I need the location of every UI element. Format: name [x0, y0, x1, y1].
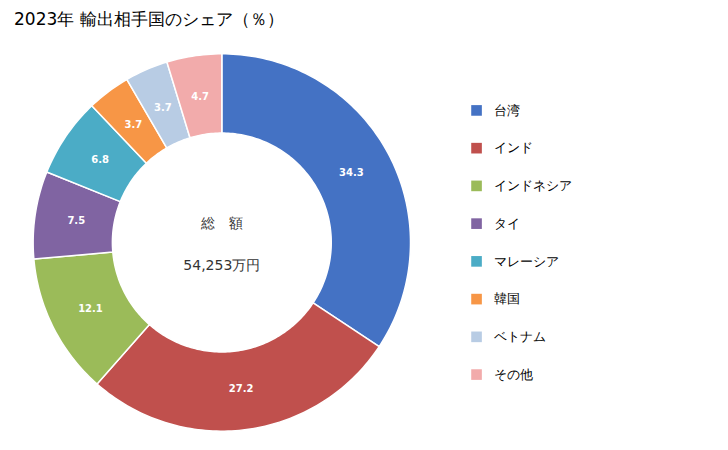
svg-text:ベトナム: ベトナム: [494, 329, 546, 344]
svg-text:54,253万円: 54,253万円: [183, 257, 260, 273]
svg-text:マレーシア: マレーシア: [494, 254, 559, 269]
svg-text:台湾: 台湾: [494, 103, 520, 118]
svg-text:インド: インド: [494, 140, 533, 155]
svg-text:インドネシア: インドネシア: [494, 178, 572, 193]
svg-text:総 額: 総 額: [200, 215, 243, 231]
svg-text:12.1: 12.1: [78, 303, 103, 314]
svg-text:34.3: 34.3: [339, 167, 364, 178]
svg-text:6.8: 6.8: [91, 154, 109, 165]
svg-text:4.7: 4.7: [191, 91, 209, 102]
svg-text:27.2: 27.2: [229, 383, 254, 394]
svg-text:3.7: 3.7: [154, 102, 172, 113]
html-text:2023年 輸出相手国のシェア（％）: 2023年 輸出相手国のシェア（％）: [14, 9, 284, 29]
svg-text:その他: その他: [494, 367, 533, 382]
svg-text:3.7: 3.7: [125, 119, 143, 130]
svg-text:韓国: 韓国: [494, 291, 520, 306]
svg-text:タイ: タイ: [494, 216, 520, 231]
svg-text:7.5: 7.5: [67, 215, 85, 226]
